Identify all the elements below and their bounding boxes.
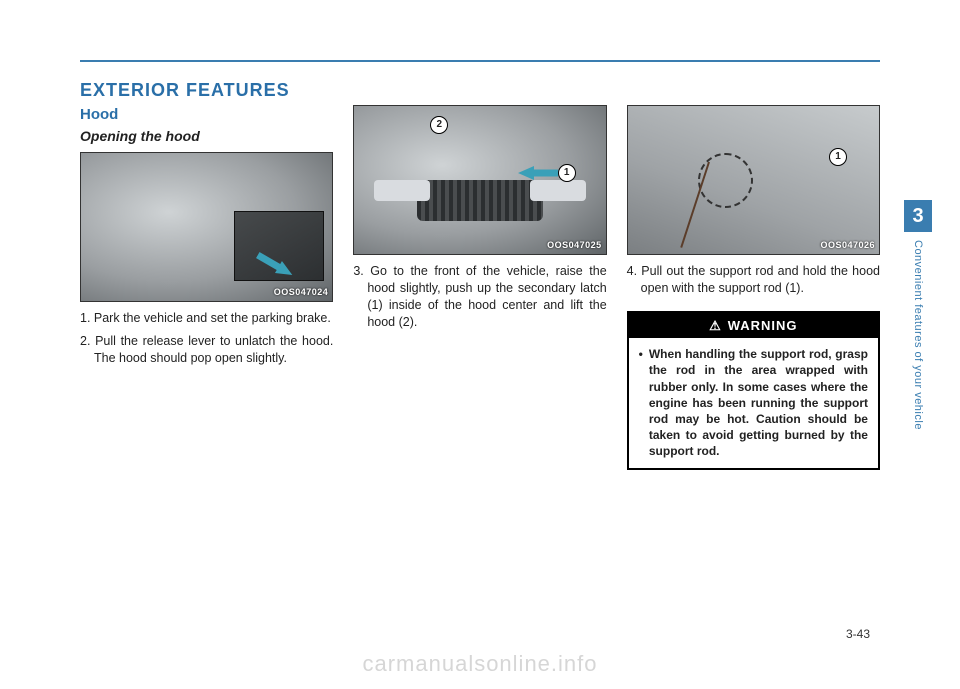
figure-3-circle	[698, 153, 753, 208]
col3-text: 4. Pull out the support rod and hold the…	[627, 263, 880, 297]
section-title: EXTERIOR FEATURES	[80, 80, 880, 101]
figure-2: 1 2 OOS047025	[353, 105, 606, 255]
sub-heading: Opening the hood	[80, 127, 333, 146]
step-3: 3. Go to the front of the vehicle, raise…	[353, 263, 606, 331]
side-tab-text: Convenient features of your vehicle	[912, 240, 924, 430]
figure-2-headlight-l	[374, 180, 429, 201]
warning-triangle-icon: ⚠	[709, 317, 722, 335]
column-1: Hood Opening the hood OOS047024 1. Park …	[80, 105, 333, 470]
side-tab: 3 Convenient features of your vehicle	[904, 200, 932, 430]
column-2: 1 2 OOS047025 3. Go to the front of the …	[353, 105, 606, 470]
warning-body-text: When handling the support rod, grasp the…	[649, 346, 868, 459]
column-3: 1 OOS047026 4. Pull out the support rod …	[627, 105, 880, 470]
side-tab-number: 3	[904, 200, 932, 232]
bullet-dot: •	[639, 346, 643, 459]
figure-2-label: OOS047025	[547, 239, 602, 251]
figure-3-panel	[628, 106, 879, 254]
figure-2-headlight-r	[530, 180, 585, 201]
warning-header-text: WARNING	[728, 318, 798, 333]
page-number: 3-43	[846, 627, 870, 641]
figure-1-inset	[234, 211, 324, 281]
figure-2-grille	[417, 180, 543, 221]
manual-page: EXTERIOR FEATURES Hood Opening the hood …	[0, 0, 960, 689]
figure-3: 1 OOS047026	[627, 105, 880, 255]
subsection-title: Hood	[80, 105, 333, 125]
step-4: 4. Pull out the support rod and hold the…	[627, 263, 880, 297]
figure-1: OOS047024	[80, 152, 333, 302]
figure-1-label: OOS047024	[274, 286, 329, 298]
step-2: 2. Pull the release lever to unlatch the…	[80, 333, 333, 367]
callout-1: 1	[558, 164, 576, 182]
col2-text: 3. Go to the front of the vehicle, raise…	[353, 263, 606, 331]
col1-text: 1. Park the vehicle and set the parking …	[80, 310, 333, 367]
arrow-icon	[255, 249, 297, 281]
step-1: 1. Park the vehicle and set the parking …	[80, 310, 333, 327]
warning-box: ⚠ WARNING • When handling the support rod…	[627, 311, 880, 470]
content-columns: Hood Opening the hood OOS047024 1. Park …	[80, 105, 880, 470]
figure-3-label: OOS047026	[820, 239, 875, 251]
top-rule	[80, 60, 880, 62]
warning-body: • When handling the support rod, grasp t…	[629, 338, 878, 467]
warning-header: ⚠ WARNING	[629, 313, 878, 339]
callout-1: 1	[829, 148, 847, 166]
